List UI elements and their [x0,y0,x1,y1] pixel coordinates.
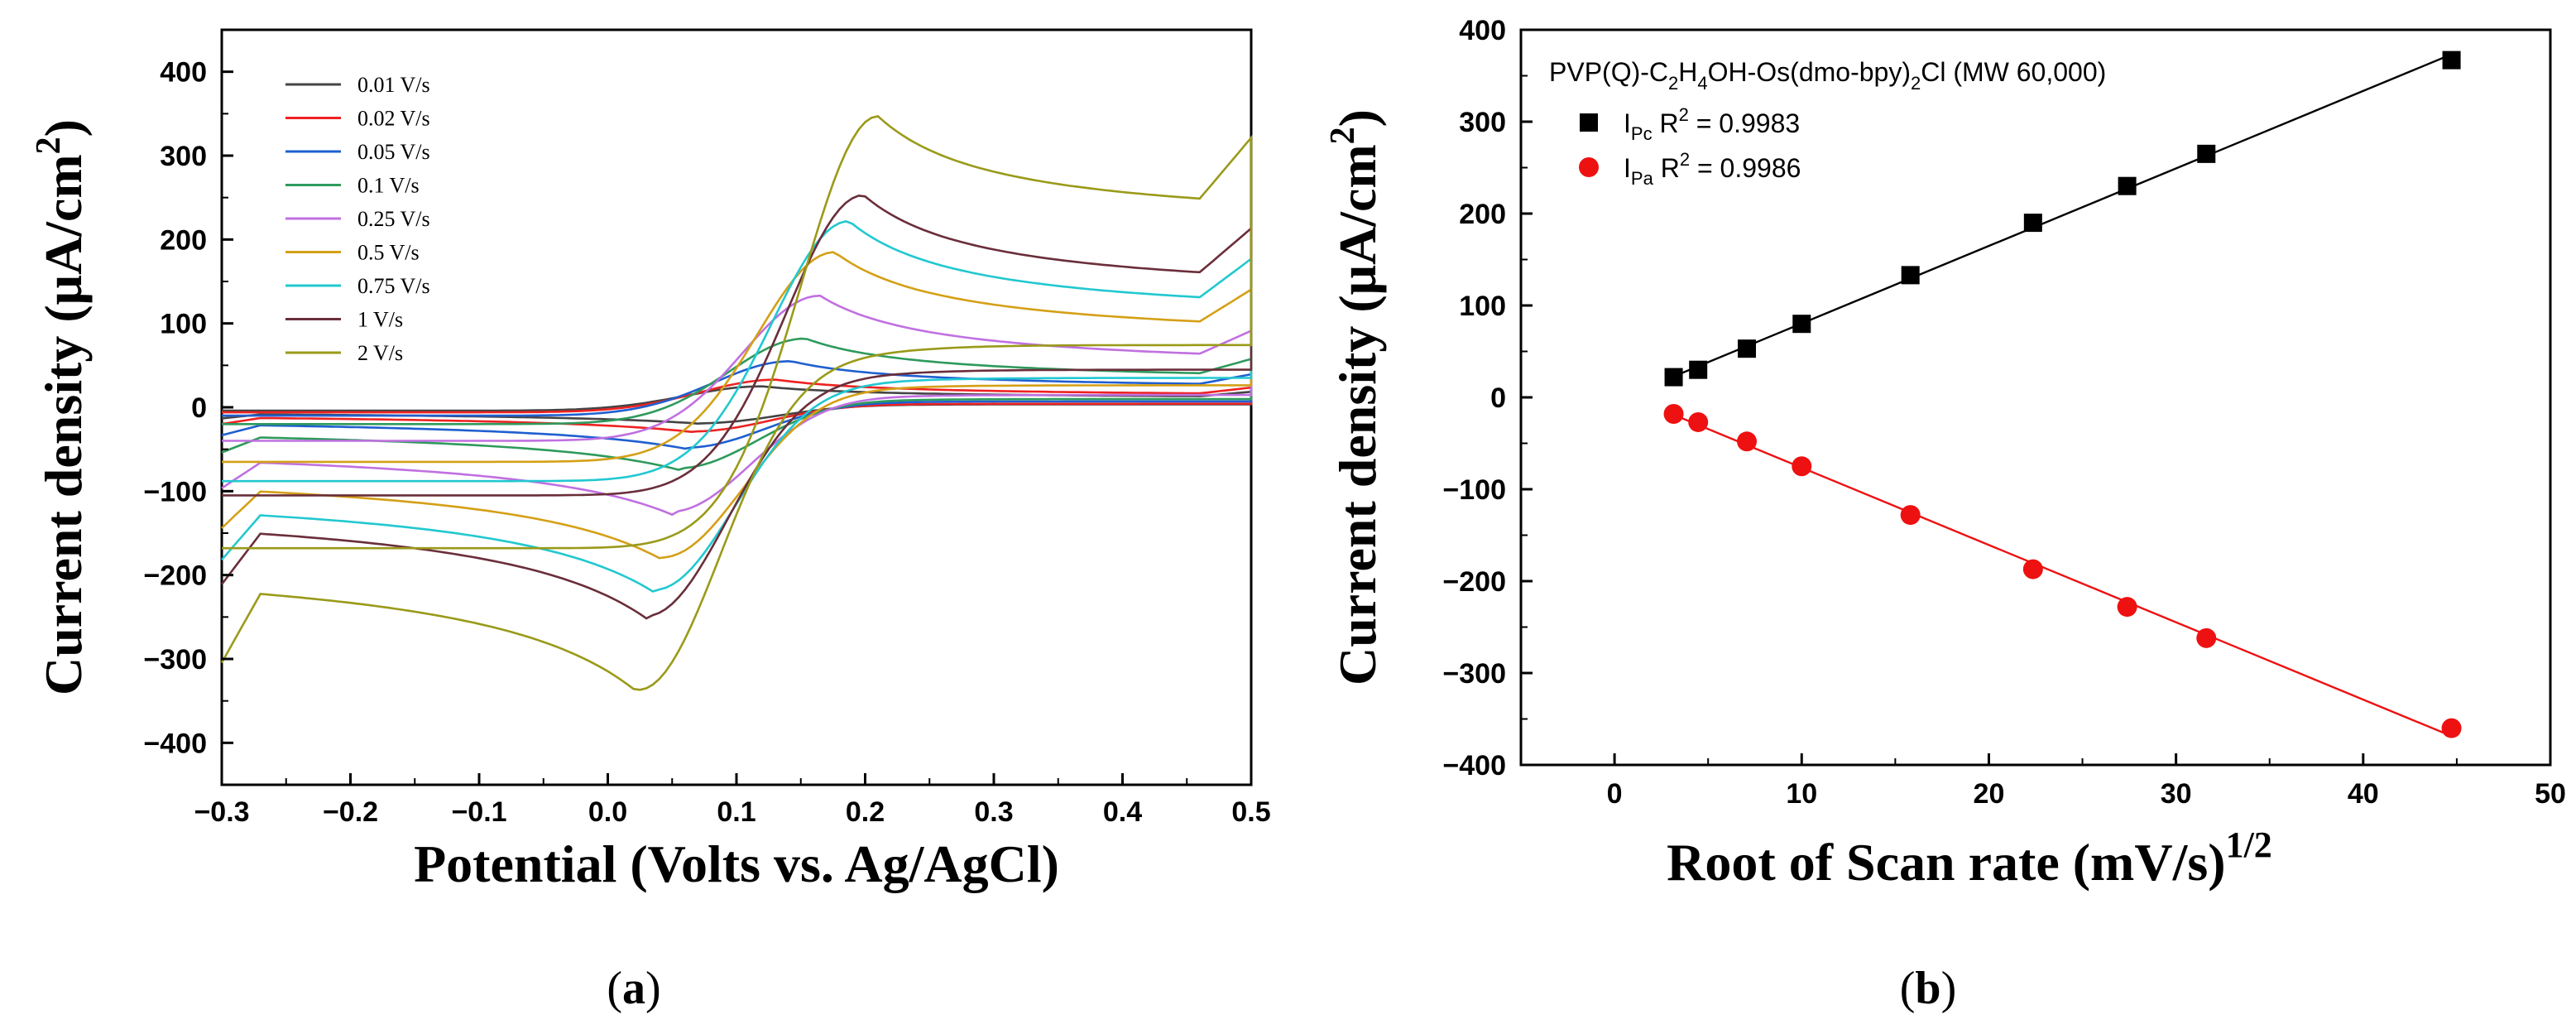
panel-b-plot-frame [1519,28,2552,767]
b-x-tick-label: 30 [2161,778,2192,810]
b-y-tick-label: −100 [1442,474,1506,506]
b-y-tick-label: 100 [1459,291,1506,322]
ipc-point [1792,315,1811,334]
legend-label: 0.01 V/s [357,73,430,97]
panel-b-x-ticks: 0 10 20 30 40 50 [1520,753,2566,810]
a-x-tick-label: 0.0 [588,796,627,828]
ipc-point [2023,214,2042,233]
a-x-tick-label: 0.4 [1103,796,1142,828]
panel-b-y-label-close: ) [1328,109,1387,127]
panel-b-legend: IPc R2 = 0.9983 IPa R2 = 0.9986 [1579,104,1801,189]
panel-a-y-label-main: Current density (μA/cm [34,154,93,695]
a-y-tick-label: −100 [143,476,207,507]
legend-square-marker [1580,113,1598,132]
panel-b-caption-letter: b [1915,963,1940,1014]
panel-a: −0.3 −0.2 −0.1 0.0 0.1 0.2 0.3 0.4 0.5 −400−300−… [30,28,1271,1014]
legend-label: 0.5 V/s [357,241,420,265]
b-x-tick-label: 50 [2535,778,2566,810]
panel-a-x-ticks: −0.3 −0.2 −0.1 0.0 0.1 0.2 0.3 0.4 0.5 [194,773,1271,828]
ipa-point [1688,411,1709,432]
ipa-point [2117,597,2137,618]
a-y-tick-label: 400 [160,57,207,89]
legend-label: 0.1 V/s [357,174,420,198]
panel-a-x-axis-label: Potential (Volts vs. Ag/AgCl) [414,834,1059,893]
ipa-point [1663,403,1684,424]
ipc-point [1738,339,1757,358]
a-y-tick-label: −300 [143,644,207,676]
b-x-tick-label: 0 [1607,778,1623,810]
panel-b: 0 10 20 30 40 50 −400 −300 −200 −100 0 100 200 300 40… [1324,15,2566,1014]
b-y-tick-label: −200 [1442,566,1506,598]
panel-a-y-axis-label: Current density (μA/cm2) [30,119,93,695]
panel-a-caption: (a) [607,963,660,1014]
a-y-tick-label: −200 [143,560,207,592]
panel-b-y-ticks: −400 −300 −200 −100 0 100 200 300 400 [1442,15,1533,781]
b-y-tick-label: 200 [1459,199,1506,230]
ipa-point [2196,627,2217,648]
panel-b-x-axis-label: Root of Scan rate (mV/s)1/2 [1667,825,2272,892]
b-y-tick-label: −400 [1442,750,1506,781]
b-y-tick-label: −300 [1442,658,1506,690]
b-x-tick-label: 40 [2348,778,2379,810]
panel-a-curves [220,114,1253,691]
panel-a-caption-letter: a [622,963,645,1014]
cv-curve-2-V-s [220,114,1253,691]
b-x-tick-label: 10 [1786,778,1817,810]
a-x-tick-label: 0.1 [717,796,756,828]
legend-label: 0.75 V/s [357,274,430,298]
ipc-point [2442,50,2461,70]
a-y-tick-label: 200 [160,224,207,256]
a-y-tick-label: −400 [143,728,207,759]
panel-a-y-label-sup: 2 [30,137,68,154]
a-x-tick-label: 0.3 [974,796,1013,828]
ipa-point [1792,456,1812,477]
a-x-tick-label: −0.2 [323,796,378,828]
legend-label: 0.02 V/s [357,107,430,131]
legend-label: 1 V/s [357,308,403,332]
ipa-point [1737,431,1758,452]
b-y-tick-label: 400 [1459,15,1506,46]
panel-b-y-axis-label: Current density (μA/cm2) [1324,109,1387,685]
panel-b-y-label-sup: 2 [1324,127,1362,144]
a-x-tick-label: −0.3 [194,796,249,828]
panel-a-plot-frame [220,28,1253,786]
a-x-tick-label: 0.5 [1231,796,1270,828]
a-x-tick-label: −0.1 [451,796,506,828]
ipc-point [1901,266,1920,285]
ipa-point [2022,559,2043,579]
ipc-point [2118,176,2137,195]
a-y-tick-label: 0 [191,392,207,424]
legend-ipc-label: IPc R2 = 0.9983 [1624,104,1800,144]
b-y-tick-label: 300 [1459,107,1506,138]
panel-b-points [1663,50,2462,738]
ipa-point [1900,505,1921,526]
legend-label: 0.25 V/s [357,207,430,231]
legend-label: 2 V/s [357,341,403,365]
panel-b-caption: (b) [1900,963,1956,1014]
panel-b-y-label-main: Current density (μA/cm [1328,144,1387,685]
legend-circle-marker [1579,157,1599,177]
b-x-tick-label: 20 [1974,778,2005,810]
a-x-tick-label: 0.2 [846,796,885,828]
ipc-point [2197,144,2216,163]
panel-b-title: PVP(Q)-C2H4OH-Os(dmo-bpy)2Cl (MW 60,000) [1549,57,2106,94]
a-y-tick-label: 100 [160,309,207,340]
ipc-point [1689,360,1708,379]
ipc-point [1664,368,1683,387]
panel-a-legend: 0.01 V/s 0.02 V/s 0.05 V/s 0.1 V/s 0.25 V/s 0… [285,73,430,365]
ipa-point [2441,718,2462,738]
a-y-tick-label: 300 [160,141,207,172]
b-y-tick-label: 0 [1490,382,1506,414]
panel-a-y-label-close: ) [34,119,93,137]
legend-ipa-label: IPa R2 = 0.9986 [1624,149,1801,189]
legend-label: 0.05 V/s [357,140,430,164]
panel-a-y-ticks: −400 −300 −200 −100 0 100 200 300 400 [143,57,233,759]
